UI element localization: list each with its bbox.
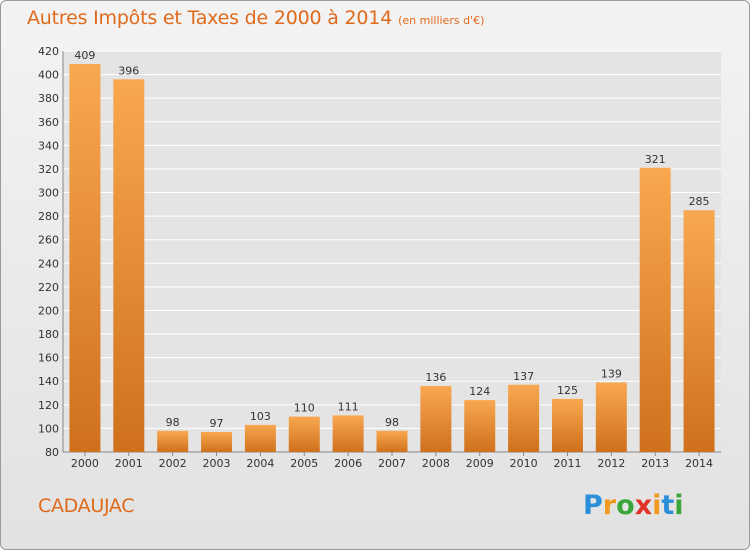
x-tick-label: 2000 bbox=[71, 457, 99, 470]
x-tick-label: 2006 bbox=[334, 457, 362, 470]
bar-value-label: 285 bbox=[689, 195, 710, 208]
y-tick-label: 200 bbox=[38, 304, 59, 317]
bar-value-label: 136 bbox=[425, 371, 446, 384]
logo-letter: t bbox=[661, 490, 675, 521]
y-tick-label: 320 bbox=[38, 163, 59, 176]
y-tick-label: 380 bbox=[38, 92, 59, 105]
bar bbox=[420, 385, 452, 452]
y-tick-label: 400 bbox=[38, 69, 59, 82]
x-tick-label: 2004 bbox=[246, 457, 274, 470]
bar bbox=[113, 79, 145, 453]
y-tick-label: 220 bbox=[38, 281, 59, 294]
x-tick-label: 2007 bbox=[378, 457, 406, 470]
bar bbox=[244, 424, 276, 452]
bar bbox=[157, 430, 189, 452]
y-tick-label: 140 bbox=[38, 375, 59, 388]
x-tick-label: 2002 bbox=[159, 457, 187, 470]
bar bbox=[508, 384, 540, 452]
bar bbox=[464, 400, 496, 452]
bar-value-label: 321 bbox=[645, 153, 666, 166]
y-tick-label: 240 bbox=[38, 257, 59, 270]
bar-value-label: 124 bbox=[469, 385, 490, 398]
x-tick-label: 2014 bbox=[685, 457, 713, 470]
bar-value-label: 111 bbox=[338, 400, 359, 413]
bar bbox=[69, 63, 101, 452]
logo-letter: i bbox=[674, 490, 684, 521]
bar bbox=[376, 430, 408, 452]
y-tick-label: 260 bbox=[38, 234, 59, 247]
bar-value-label: 139 bbox=[601, 367, 622, 380]
logo-letter: o bbox=[616, 490, 635, 521]
chart-subtitle: (en milliers d'€) bbox=[398, 14, 485, 27]
bar-value-label: 97 bbox=[210, 417, 224, 430]
y-tick-label: 420 bbox=[38, 45, 59, 58]
x-tick-label: 2005 bbox=[290, 457, 318, 470]
bar bbox=[639, 167, 671, 452]
chart-title-block: Autres Impôts et Taxes de 2000 à 2014 (en… bbox=[27, 7, 484, 29]
chart-title: Autres Impôts et Taxes de 2000 à 2014 bbox=[27, 7, 393, 29]
proxiti-logo: Proxiti bbox=[583, 490, 684, 521]
bar bbox=[551, 398, 583, 452]
y-tick-label: 300 bbox=[38, 187, 59, 200]
logo-letter: P bbox=[583, 490, 603, 521]
bar-value-label: 98 bbox=[385, 416, 399, 429]
x-tick-label: 2011 bbox=[553, 457, 581, 470]
bar-value-label: 103 bbox=[250, 410, 271, 423]
y-tick-label: 120 bbox=[38, 399, 59, 412]
bar bbox=[201, 431, 233, 452]
logo-letter: i bbox=[652, 490, 662, 521]
x-tick-label: 2009 bbox=[466, 457, 494, 470]
bar bbox=[288, 416, 320, 452]
bar-value-label: 110 bbox=[294, 402, 315, 415]
x-tick-label: 2010 bbox=[510, 457, 538, 470]
bar-value-label: 98 bbox=[166, 416, 180, 429]
y-tick-label: 180 bbox=[38, 328, 59, 341]
bar-value-label: 125 bbox=[557, 384, 578, 397]
y-tick-label: 160 bbox=[38, 352, 59, 365]
y-tick-label: 360 bbox=[38, 116, 59, 129]
y-tick-label: 280 bbox=[38, 210, 59, 223]
x-tick-label: 2003 bbox=[203, 457, 231, 470]
x-tick-label: 2001 bbox=[115, 457, 143, 470]
bar bbox=[595, 382, 627, 452]
x-tick-label: 2008 bbox=[422, 457, 450, 470]
x-tick-label: 2013 bbox=[641, 457, 669, 470]
y-tick-label: 80 bbox=[45, 446, 59, 459]
y-tick-label: 100 bbox=[38, 422, 59, 435]
x-tick-label: 2012 bbox=[597, 457, 625, 470]
commune-name: CADAUJAC bbox=[38, 495, 135, 517]
bar bbox=[683, 210, 715, 452]
bar bbox=[332, 415, 364, 452]
bar-value-label: 396 bbox=[118, 64, 139, 77]
logo-letter: x bbox=[634, 490, 653, 521]
y-tick-label: 340 bbox=[38, 139, 59, 152]
bar-value-label: 137 bbox=[513, 370, 534, 383]
bar-value-label: 409 bbox=[74, 49, 95, 62]
logo-letter: r bbox=[602, 490, 617, 521]
